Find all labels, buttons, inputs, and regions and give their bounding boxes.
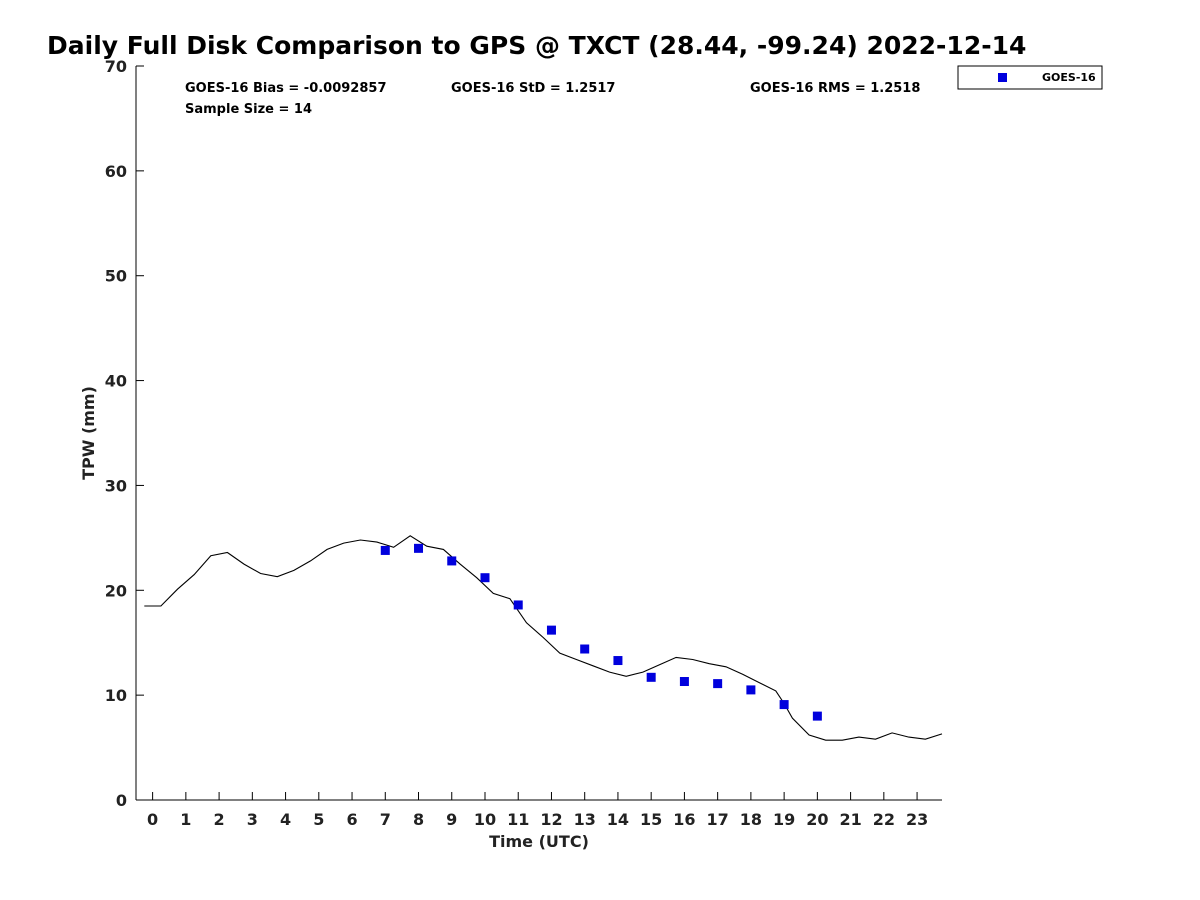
std-stat: GOES-16 StD = 1.2517 [451, 81, 615, 96]
x-tick-label: 2 [214, 810, 225, 829]
data-point [746, 685, 756, 695]
data-point [414, 543, 424, 553]
x-tick-label: 9 [446, 810, 457, 829]
x-tick-label: 20 [806, 810, 828, 829]
x-tick-label: 4 [280, 810, 291, 829]
x-tick-label: 14 [607, 810, 629, 829]
data-point [447, 556, 457, 566]
rms-stat: GOES-16 RMS = 1.2518 [750, 81, 920, 96]
axes [135, 66, 942, 801]
x-axis-label: Time (UTC) [489, 832, 589, 851]
gps-tpw-line [144, 535, 943, 741]
chart-title: Daily Full Disk Comparison to GPS @ TXCT… [47, 31, 1026, 60]
x-tick-label: 16 [673, 810, 695, 829]
data-point [779, 700, 789, 710]
y-axis-label: TPW (mm) [79, 386, 98, 480]
x-tick-label: 23 [906, 810, 928, 829]
x-tick-label: 1 [180, 810, 191, 829]
legend-label: GOES-16 [1042, 71, 1096, 84]
data-point [646, 672, 656, 682]
y-tick-label: 20 [105, 581, 127, 600]
y-tick-label: 0 [116, 791, 127, 810]
data-point [480, 573, 490, 583]
x-tick-label: 3 [247, 810, 258, 829]
y-tick-label: 60 [105, 162, 127, 181]
goes16-points [380, 543, 822, 721]
x-tick-label: 21 [839, 810, 861, 829]
sample-size-stat: Sample Size = 14 [185, 102, 312, 117]
y-tick-label: 70 [105, 57, 127, 76]
x-tick-label: 5 [313, 810, 324, 829]
data-point [546, 625, 556, 635]
legend-box [957, 65, 1103, 90]
x-tick-label: 7 [380, 810, 391, 829]
data-point [380, 545, 390, 555]
y-tick-label: 50 [105, 267, 127, 286]
y-tick-label: 30 [105, 476, 127, 495]
data-point [679, 677, 689, 687]
x-tick-label: 0 [147, 810, 158, 829]
data-point [713, 679, 723, 689]
legend: GOES-16 [957, 65, 1103, 90]
bias-stat: GOES-16 Bias = -0.0092857 [185, 81, 387, 96]
y-tick-label: 40 [105, 372, 127, 391]
x-tick-label: 19 [773, 810, 795, 829]
x-tick-label: 13 [574, 810, 596, 829]
data-point [513, 600, 523, 610]
x-tick-label: 8 [413, 810, 424, 829]
x-axis-ticks: 0 1 2 3 4 5 6 7 8 9 10 11 12 13 14 15 16 17 18 19 20 21 22 23 [147, 792, 928, 829]
legend-marker [998, 73, 1007, 82]
x-tick-label: 11 [507, 810, 529, 829]
data-point [580, 644, 590, 654]
x-tick-label: 22 [873, 810, 895, 829]
x-tick-label: 10 [474, 810, 496, 829]
x-tick-label: 12 [540, 810, 562, 829]
x-tick-label: 15 [640, 810, 662, 829]
y-tick-label: 10 [105, 686, 127, 705]
data-point [613, 656, 623, 666]
x-tick-label: 18 [740, 810, 762, 829]
data-point [812, 711, 822, 721]
x-tick-label: 6 [346, 810, 357, 829]
y-axis-ticks: 0 10 20 30 40 50 60 70 [105, 57, 144, 810]
x-tick-label: 17 [707, 810, 729, 829]
